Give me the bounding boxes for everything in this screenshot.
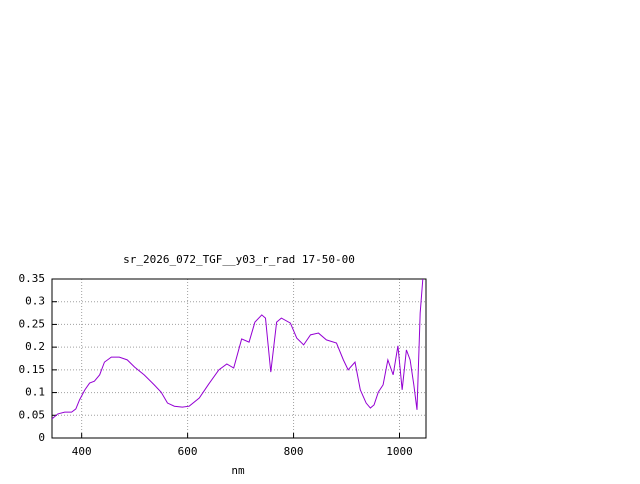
x-tick-label: 800 <box>284 445 304 458</box>
y-tick-label: 0.35 <box>19 272 46 285</box>
x-axis-label: nm <box>231 464 245 477</box>
x-tick-label: 1000 <box>386 445 413 458</box>
x-tick-label: 400 <box>72 445 92 458</box>
x-tick-label: 600 <box>178 445 198 458</box>
chart-title: sr_2026_072_TGF__y03_r_rad 17-50-00 <box>123 253 355 266</box>
y-tick-label: 0 <box>38 431 45 444</box>
y-tick-label: 0.1 <box>25 386 45 399</box>
plot-frame <box>51 278 427 439</box>
y-tick-label: 0.15 <box>19 363 46 376</box>
y-tick-label: 0.2 <box>25 340 45 353</box>
y-tick-label: 0.25 <box>19 317 46 330</box>
data-line <box>51 278 424 420</box>
y-tick-label: 0.05 <box>19 408 46 421</box>
y-tick-label: 0.3 <box>25 295 45 308</box>
